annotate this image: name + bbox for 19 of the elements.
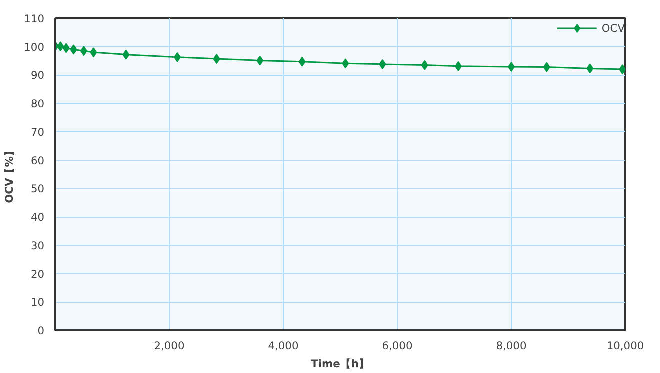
x-tick-label: 8,000 <box>496 340 527 352</box>
y-tick-label: 30 <box>30 239 45 252</box>
x-tick-label: 10,000 <box>606 340 644 352</box>
y-tick-label: 50 <box>30 182 45 196</box>
y-tick-label: 90 <box>30 69 45 82</box>
x-tick-label: 2,000 <box>154 340 185 352</box>
y-tick-label: 70 <box>30 126 45 139</box>
x-axis-title: Time【h】 <box>311 358 370 370</box>
y-axis-title: OCV【%】 <box>3 146 16 204</box>
y-tick-label: 80 <box>30 98 45 111</box>
x-tick-label: 6,000 <box>382 340 413 352</box>
y-tick-label: 20 <box>30 268 45 281</box>
y-tick-label: 40 <box>30 211 45 224</box>
y-tick-label: 110 <box>24 12 45 26</box>
x-tick-label: 4,000 <box>268 340 299 352</box>
y-tick-label: 60 <box>30 154 45 168</box>
y-tick-label: 10 <box>30 296 45 310</box>
y-tick-label: 100 <box>24 40 45 54</box>
y-tick-label: 0 <box>38 324 45 338</box>
